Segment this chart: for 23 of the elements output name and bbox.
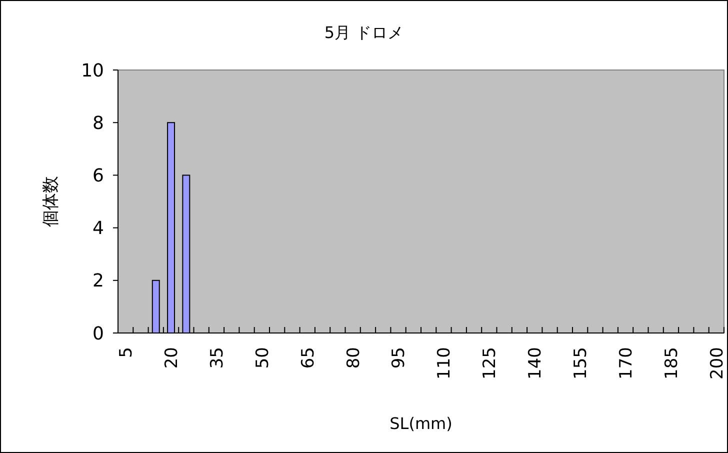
y-tick-label: 4	[92, 218, 104, 240]
x-tick-label: 140	[526, 347, 546, 380]
y-axis-title: 個体数	[41, 176, 61, 227]
x-tick-label: 50	[252, 347, 273, 369]
y-tick-label: 0	[92, 323, 104, 344]
x-tick-label: 5	[116, 347, 137, 358]
y-tick-label: 2	[92, 270, 104, 292]
x-tick-label: 200	[707, 347, 728, 380]
chart-title: 5月 ドロメ	[324, 23, 404, 42]
y-tick-label: 6	[92, 166, 104, 186]
x-tick-label: 95	[389, 347, 410, 369]
x-tick-label: 35	[207, 347, 228, 369]
x-tick-label: 170	[616, 347, 636, 380]
x-tick-label: 80	[344, 347, 364, 369]
y-tick-label: 10	[81, 60, 104, 82]
x-tick-label: 185	[662, 347, 682, 380]
x-tick-label: 125	[480, 347, 500, 380]
x-tick-label: 155	[571, 347, 592, 380]
y-tick-label: 8	[92, 112, 104, 134]
x-tick-label: 110	[434, 347, 455, 380]
x-axis-title: SL(mm)	[390, 414, 452, 433]
x-tick-label: 20	[162, 347, 182, 369]
x-tick-label: 65	[298, 347, 318, 369]
